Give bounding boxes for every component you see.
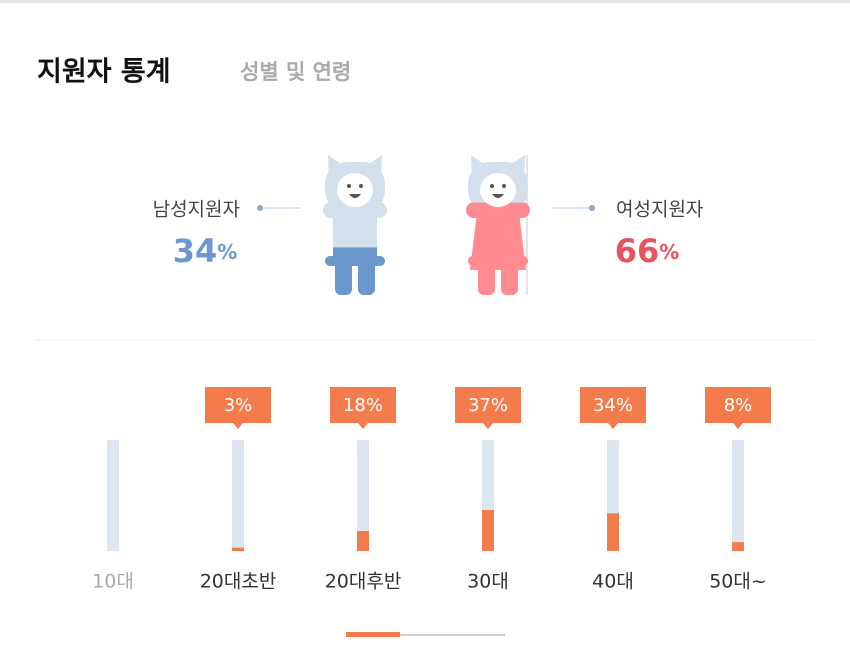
category-label: 20대후반 xyxy=(325,571,402,593)
value-badge xyxy=(455,387,521,423)
male-percent: 34 xyxy=(173,232,218,270)
value-badge xyxy=(330,387,396,423)
page-indicator xyxy=(400,634,505,636)
category-label: 10대 xyxy=(92,571,134,593)
female-percent: 66 xyxy=(615,232,660,270)
title: 지원자 통계 xyxy=(37,57,171,88)
value-label: 37% xyxy=(468,395,508,416)
value-label: 18% xyxy=(343,395,383,416)
pointer-dot xyxy=(589,205,595,211)
category-label: 30대 xyxy=(467,571,509,593)
pointer-dot xyxy=(257,205,263,211)
badge-pointer xyxy=(358,423,368,429)
eye xyxy=(347,184,351,188)
badge-pointer xyxy=(233,423,243,429)
page-indicator-active xyxy=(346,632,400,637)
figure-male xyxy=(323,155,387,295)
mouth xyxy=(349,194,361,198)
value-label: 8% xyxy=(724,395,753,416)
value-badge xyxy=(580,387,646,423)
badge-pointer xyxy=(608,423,618,429)
bar xyxy=(607,513,619,551)
eye xyxy=(359,184,363,188)
female-label: 여성지원자 xyxy=(616,199,703,221)
bar-track xyxy=(357,440,369,551)
value-badge xyxy=(205,387,271,423)
bar xyxy=(482,509,494,551)
category-label: 20대초반 xyxy=(200,571,277,593)
unit: % xyxy=(659,240,679,264)
value-badge xyxy=(705,387,771,423)
face xyxy=(337,173,373,207)
category-label: 40대 xyxy=(592,571,634,593)
bar xyxy=(357,531,369,551)
subtitle[interactable]: 성별 및 연령 xyxy=(240,60,351,84)
bar xyxy=(732,542,744,551)
figure-fill xyxy=(466,202,530,295)
eye xyxy=(502,184,506,188)
eye xyxy=(490,184,494,188)
female-value: 66% xyxy=(615,232,680,270)
value-label: 34% xyxy=(593,395,633,416)
badge-pointer xyxy=(733,423,743,429)
unit: % xyxy=(217,240,237,264)
bar-track xyxy=(107,440,119,551)
figure-female xyxy=(466,155,530,295)
top-border xyxy=(0,0,850,3)
face xyxy=(480,173,516,207)
figure-fill xyxy=(323,247,387,295)
value-label: 3% xyxy=(224,395,253,416)
bar-track xyxy=(232,440,244,551)
bar-track xyxy=(732,440,744,551)
badge-pointer xyxy=(483,423,493,429)
mouth xyxy=(492,194,504,198)
category-label: 50대~ xyxy=(709,571,767,593)
male-value: 34% xyxy=(173,232,238,270)
bar xyxy=(232,547,244,551)
male-label: 남성지원자 xyxy=(153,199,240,221)
